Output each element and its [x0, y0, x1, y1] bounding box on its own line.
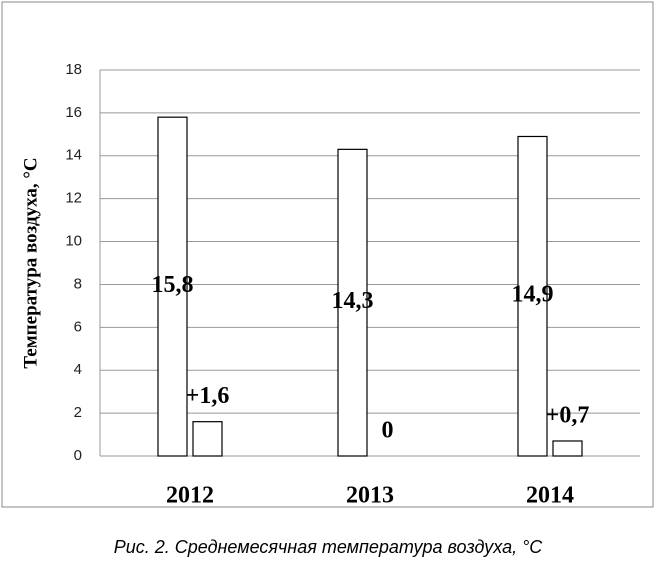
- value-label: 0: [382, 418, 394, 444]
- y-tick-label: 4: [74, 361, 82, 378]
- x-tick-label: 2014: [526, 483, 574, 509]
- bar: [552, 440, 583, 457]
- y-tick-label: 12: [65, 190, 82, 207]
- y-tick-label: 2: [74, 404, 82, 421]
- y-tick-label: 6: [74, 318, 82, 335]
- y-tick-label: 16: [65, 104, 82, 121]
- bar: [337, 148, 368, 457]
- value-label: 14,9: [512, 282, 554, 308]
- bar: [517, 135, 548, 457]
- x-tick-label: 2013: [346, 483, 394, 509]
- value-label: 15,8: [152, 272, 194, 298]
- x-tick-label: 2012: [166, 483, 214, 509]
- y-tick-label: 0: [74, 447, 82, 464]
- value-label: +0,7: [546, 402, 590, 428]
- value-label: 14,3: [332, 288, 374, 314]
- caption: Рис. 2. Среднемесячная температура возду…: [114, 537, 544, 557]
- value-label: +1,6: [186, 383, 230, 409]
- y-tick-label: 10: [65, 233, 82, 250]
- y-tick-label: 18: [65, 61, 82, 78]
- bar: [192, 421, 223, 457]
- bar: [157, 116, 188, 457]
- y-tick-label: 8: [74, 275, 82, 292]
- y-tick-label: 14: [65, 147, 82, 164]
- y-axis-label: Температура воздуха, °C: [20, 157, 41, 368]
- chart-border: [1, 1, 654, 508]
